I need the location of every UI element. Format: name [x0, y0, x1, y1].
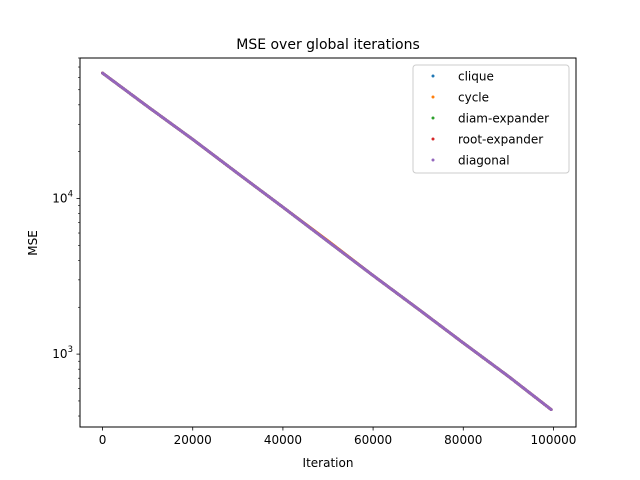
legend-marker-cycle: [431, 95, 435, 99]
legend-marker-diagonal: [431, 158, 435, 162]
x-tick-label: 0: [99, 433, 107, 447]
legend-box: [412, 64, 570, 174]
legend-label-diagonal: diagonal: [458, 154, 510, 168]
x-tick-label: 20000: [174, 433, 212, 447]
chart-title: MSE over global iterations: [236, 37, 420, 53]
x-axis-label: Iteration: [303, 456, 354, 470]
y-tick-exponent: 3: [68, 345, 73, 355]
y-tick-label: 103: [52, 345, 73, 361]
legend-marker-diam-expander: [431, 116, 435, 120]
plot-frame: [79, 57, 577, 428]
data-point: [549, 408, 553, 411]
y-tick-label: 104: [52, 190, 73, 206]
legend-marker-root-expander: [431, 137, 435, 141]
legend-label-cycle: cycle: [458, 91, 489, 105]
legend-label-clique: clique: [458, 70, 494, 84]
x-tick-label: 100000: [531, 433, 577, 447]
legend-marker-clique: [431, 74, 435, 78]
legend-label-root-expander: root-expander: [458, 133, 543, 147]
y-tick-base: 10: [52, 347, 67, 361]
x-axis-ticks: 0 20000 40000 60000 80000 100000: [99, 427, 577, 447]
series-diagonal: [101, 71, 553, 411]
y-tick-exponent: 4: [68, 190, 73, 200]
x-tick-label: 80000: [444, 433, 482, 447]
x-tick-label: 40000: [264, 433, 302, 447]
y-tick-base: 10: [52, 192, 67, 206]
points-layer: [101, 71, 553, 411]
legend: clique cycle diam-expander root-expander dia…: [412, 64, 570, 174]
x-tick-label: 60000: [354, 433, 392, 447]
legend-label-diam-expander: diam-expander: [458, 112, 549, 126]
y-axis-label: MSE: [26, 230, 40, 256]
